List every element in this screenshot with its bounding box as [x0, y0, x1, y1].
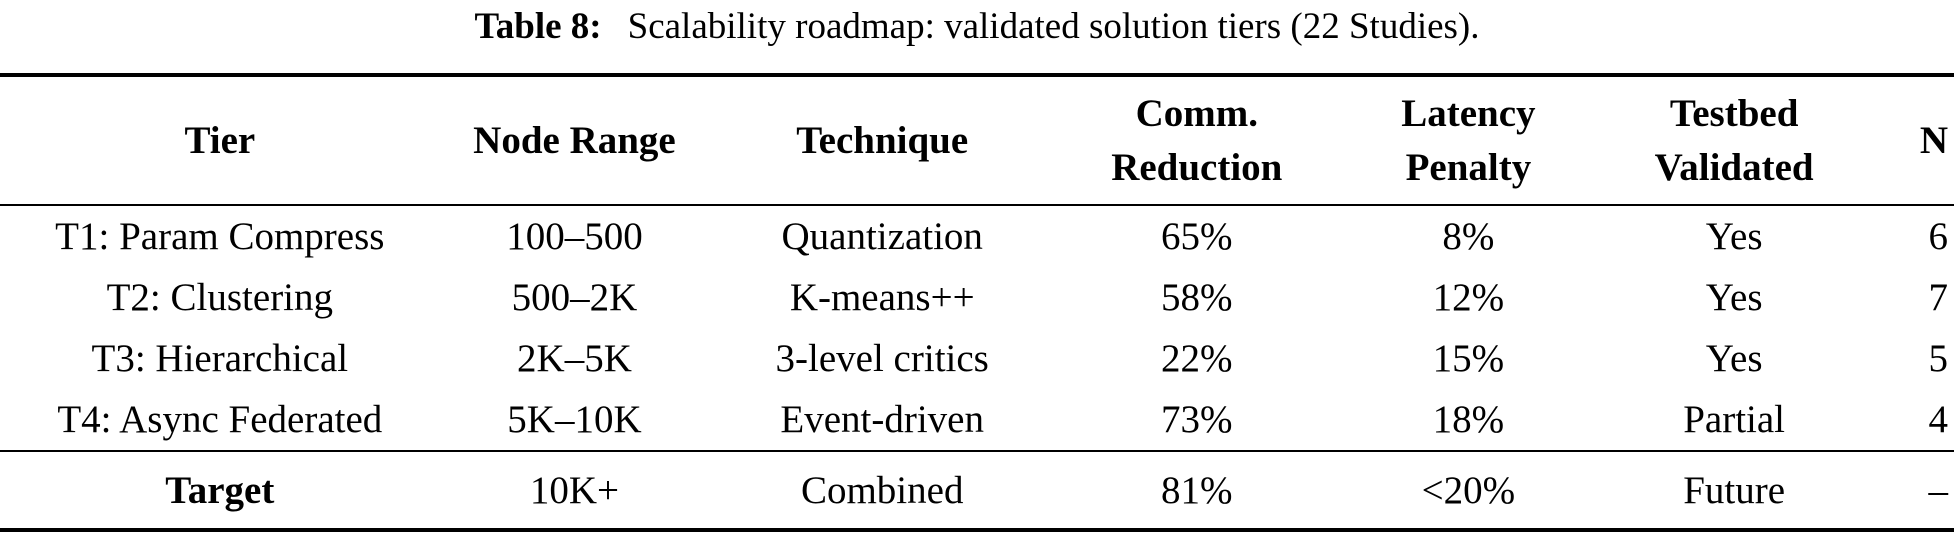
cell-testbed-validated: Yes [1705, 337, 1763, 380]
cell-technique: K-means++ [789, 276, 975, 319]
cell-testbed-validated: Partial [1683, 398, 1786, 441]
cell-tier: T1: Param Compress [55, 215, 385, 258]
table-row-t2: T2: Clustering 500–2K K-means++ 58% 12% … [0, 267, 1954, 328]
col-header-comm-reduction: Comm. Reduction [1055, 75, 1339, 206]
table-row-t1: T1: Param Compress 100–500 Quantization … [0, 205, 1954, 267]
cell-n: 4 [1928, 398, 1949, 441]
cell-tier: T3: Hierarchical [91, 337, 349, 380]
cell-comm-reduction: 73% [1161, 398, 1233, 441]
header-row: Tier Node Range Technique Comm. Reductio… [0, 75, 1954, 206]
table-row-target: Target 10K+ Combined 81% <20% Future – [0, 450, 1954, 530]
cell-comm-reduction: 65% [1161, 215, 1233, 258]
table-row-t3: T3: Hierarchical 2K–5K 3-level critics 2… [0, 328, 1954, 389]
cell-technique: Event-driven [780, 398, 984, 441]
cell-latency-penalty: 12% [1432, 276, 1505, 319]
cell-latency-penalty: 8% [1442, 215, 1495, 258]
footer-cell-n: – [1869, 450, 1954, 530]
table-row-t4: T4: Async Federated 5K–10K Event-driven … [0, 389, 1954, 451]
cell-node-range: 500–2K [511, 276, 638, 319]
cell-tier: T4: Async Federated [57, 398, 383, 441]
footer-cell-comm-reduction: 81% [1055, 450, 1339, 530]
col-header-tier: Tier [0, 75, 440, 206]
cell-technique: Quantization [781, 215, 983, 258]
footer-cell-latency-penalty: <20% [1338, 450, 1599, 530]
cell-technique: 3-level critics [775, 337, 989, 380]
cell-comm-reduction: 22% [1161, 337, 1233, 380]
col-header-n: N [1869, 75, 1954, 206]
scalability-roadmap-table: Tier Node Range Technique Comm. Reductio… [0, 73, 1954, 532]
table-caption-text: Scalability roadmap: validated solution … [627, 6, 1480, 47]
cell-latency-penalty: 15% [1432, 337, 1505, 380]
cell-testbed-validated: Yes [1705, 276, 1763, 319]
col-header-node-range: Node Range [439, 75, 710, 206]
cell-n: 5 [1928, 337, 1949, 380]
col-header-technique: Technique [709, 75, 1056, 206]
footer-cell-node-range: 10K+ [439, 450, 710, 530]
footer-cell-tier: Target [0, 450, 440, 530]
table-caption: Table 8: Scalability roadmap: validated s… [0, 5, 1954, 49]
footer-cell-technique: Combined [709, 450, 1056, 530]
cell-n: 6 [1928, 215, 1949, 258]
cell-n: 7 [1928, 276, 1949, 319]
col-header-testbed-validated: Testbed Validated [1598, 75, 1870, 206]
cell-node-range: 5K–10K [507, 398, 642, 441]
col-header-latency-penalty: Latency Penalty [1338, 75, 1599, 206]
cell-latency-penalty: 18% [1432, 398, 1505, 441]
cell-tier: T2: Clustering [106, 276, 334, 319]
cell-testbed-validated: Yes [1705, 215, 1763, 258]
cell-node-range: 100–500 [506, 215, 643, 258]
table-caption-label: Table 8: [474, 6, 602, 47]
footer-cell-testbed-validated: Future [1598, 450, 1870, 530]
cell-comm-reduction: 58% [1161, 276, 1233, 319]
cell-node-range: 2K–5K [517, 337, 632, 380]
